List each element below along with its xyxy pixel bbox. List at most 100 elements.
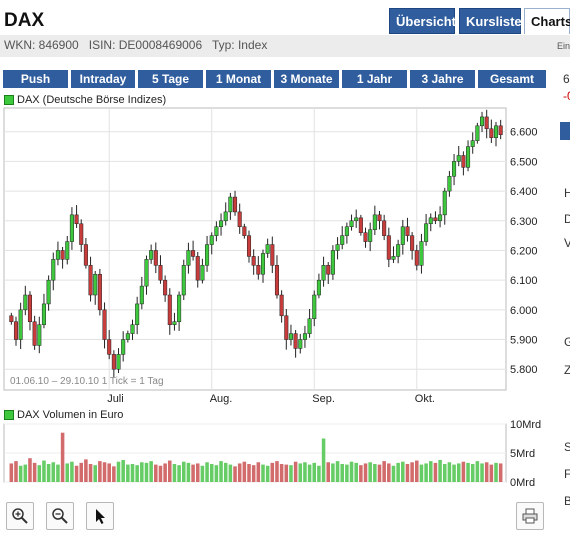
candle-body bbox=[400, 226, 405, 245]
sidebar-letter-s: S bbox=[564, 440, 570, 454]
sidebar-letter-b: B bbox=[564, 494, 570, 508]
candle-body bbox=[9, 315, 14, 322]
candle-body bbox=[125, 333, 130, 340]
range-1-jahr-button[interactable]: 1 Jahr bbox=[342, 70, 407, 88]
volume-bar bbox=[466, 462, 470, 482]
range-intraday-button[interactable]: Intraday bbox=[71, 70, 135, 88]
volume-legend-swatch bbox=[4, 410, 14, 420]
range-push-button[interactable]: Push bbox=[3, 70, 68, 88]
candle-body bbox=[414, 250, 419, 266]
candle-body bbox=[475, 125, 480, 141]
candle-body bbox=[442, 190, 447, 216]
volume-bar bbox=[345, 464, 349, 482]
candle-body bbox=[74, 214, 79, 225]
volume-bar bbox=[135, 465, 139, 482]
tab-kursliste[interactable]: Kursliste bbox=[459, 8, 522, 34]
volume-bar bbox=[191, 464, 195, 482]
candle-body bbox=[130, 324, 135, 334]
print-button[interactable] bbox=[516, 502, 544, 530]
volume-bar bbox=[293, 461, 298, 482]
candle-body bbox=[102, 309, 107, 340]
volume-bar bbox=[219, 461, 223, 482]
range-gesamt-button[interactable]: Gesamt bbox=[478, 70, 546, 88]
volume-bar bbox=[428, 461, 433, 482]
candle-body bbox=[298, 339, 303, 349]
price-y-tick-label: 6.000 bbox=[510, 305, 538, 317]
price-y-tick-label: 6.300 bbox=[510, 216, 538, 228]
volume-bar bbox=[14, 461, 18, 482]
volume-bar bbox=[442, 464, 447, 482]
volume-bar bbox=[84, 459, 88, 482]
volume-bar bbox=[284, 464, 289, 482]
volume-bar bbox=[23, 464, 28, 482]
tab-uebersicht[interactable]: Übersicht bbox=[389, 8, 456, 34]
candle-body bbox=[358, 217, 363, 233]
candle-body bbox=[18, 309, 23, 340]
volume-bar bbox=[223, 462, 228, 482]
candle-body bbox=[316, 279, 321, 296]
candle-body bbox=[200, 265, 205, 281]
candle-body bbox=[312, 294, 317, 320]
candle-body bbox=[219, 220, 224, 227]
candle-body bbox=[433, 217, 438, 222]
candle-body bbox=[396, 244, 401, 257]
price-plot-frame bbox=[3, 107, 507, 391]
volume-bar bbox=[93, 465, 97, 482]
tab-charts[interactable]: Charts bbox=[524, 8, 570, 34]
range-1-monat-button[interactable]: 1 Monat bbox=[206, 70, 271, 88]
candle-body bbox=[270, 244, 275, 266]
candle-body bbox=[419, 241, 424, 266]
candle-body bbox=[83, 244, 88, 266]
volume-bar bbox=[405, 464, 410, 482]
volume-bar bbox=[396, 462, 400, 482]
zoom-in-button[interactable] bbox=[6, 502, 34, 530]
volume-bar bbox=[130, 464, 135, 482]
volume-y-tick-label: 5Mrd bbox=[510, 448, 535, 460]
candle-body bbox=[158, 265, 163, 281]
dax-chart[interactable]: 5.800 5.900 6.000 6.100 6.200 6.300 6.400 6.500… bbox=[0, 104, 560, 494]
volume-bar bbox=[410, 462, 414, 482]
volume-bar bbox=[186, 462, 191, 482]
candle-body bbox=[139, 285, 144, 305]
candle-body bbox=[484, 116, 489, 130]
volume-bar bbox=[200, 465, 205, 482]
candle-body bbox=[251, 256, 256, 266]
price-y-tick-label: 6.100 bbox=[510, 275, 538, 287]
zoom-out-icon bbox=[52, 508, 68, 524]
candle-body bbox=[27, 294, 32, 322]
volume-bar bbox=[251, 465, 256, 482]
volume-bar bbox=[233, 466, 237, 482]
volume-bar bbox=[181, 461, 186, 482]
volume-bar bbox=[447, 462, 452, 482]
zoom-out-button[interactable] bbox=[46, 502, 74, 530]
candle-body bbox=[335, 244, 340, 251]
sidebar-value: 6 bbox=[563, 72, 570, 86]
volume-bar bbox=[18, 465, 23, 482]
candle-body bbox=[321, 265, 326, 281]
candle-body bbox=[368, 229, 373, 242]
typ-text: Typ: Index bbox=[211, 38, 268, 52]
candle-body bbox=[274, 265, 279, 296]
volume-bar bbox=[307, 464, 312, 482]
candle-body bbox=[181, 265, 186, 296]
candle-body bbox=[23, 294, 28, 311]
range-3-monate-button[interactable]: 3 Monate bbox=[274, 70, 339, 88]
volume-bar bbox=[126, 464, 130, 482]
pointer-button[interactable] bbox=[86, 502, 114, 530]
candle-body bbox=[377, 214, 382, 222]
candle-body bbox=[260, 253, 266, 275]
sidebar-tab[interactable] bbox=[560, 122, 570, 140]
range-5-tage-button[interactable]: 5 Tage bbox=[138, 70, 203, 88]
candle-body bbox=[149, 250, 154, 260]
candle-body bbox=[447, 176, 452, 192]
candle-body bbox=[470, 140, 475, 147]
candle-body bbox=[349, 220, 354, 227]
volume-bar bbox=[168, 460, 172, 482]
candle-body bbox=[480, 116, 485, 127]
range-3-jahre-button[interactable]: 3 Jahre bbox=[410, 70, 475, 88]
candle-body bbox=[93, 273, 98, 296]
candle-body bbox=[37, 324, 42, 346]
volume-bar bbox=[401, 461, 405, 482]
volume-legend-label: DAX Volumen in Euro bbox=[17, 409, 124, 421]
volume-bar bbox=[98, 461, 102, 482]
